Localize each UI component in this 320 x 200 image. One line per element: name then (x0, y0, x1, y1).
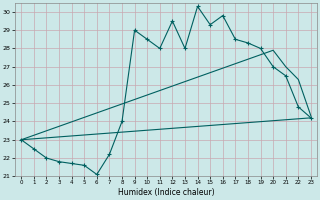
X-axis label: Humidex (Indice chaleur): Humidex (Indice chaleur) (118, 188, 214, 197)
